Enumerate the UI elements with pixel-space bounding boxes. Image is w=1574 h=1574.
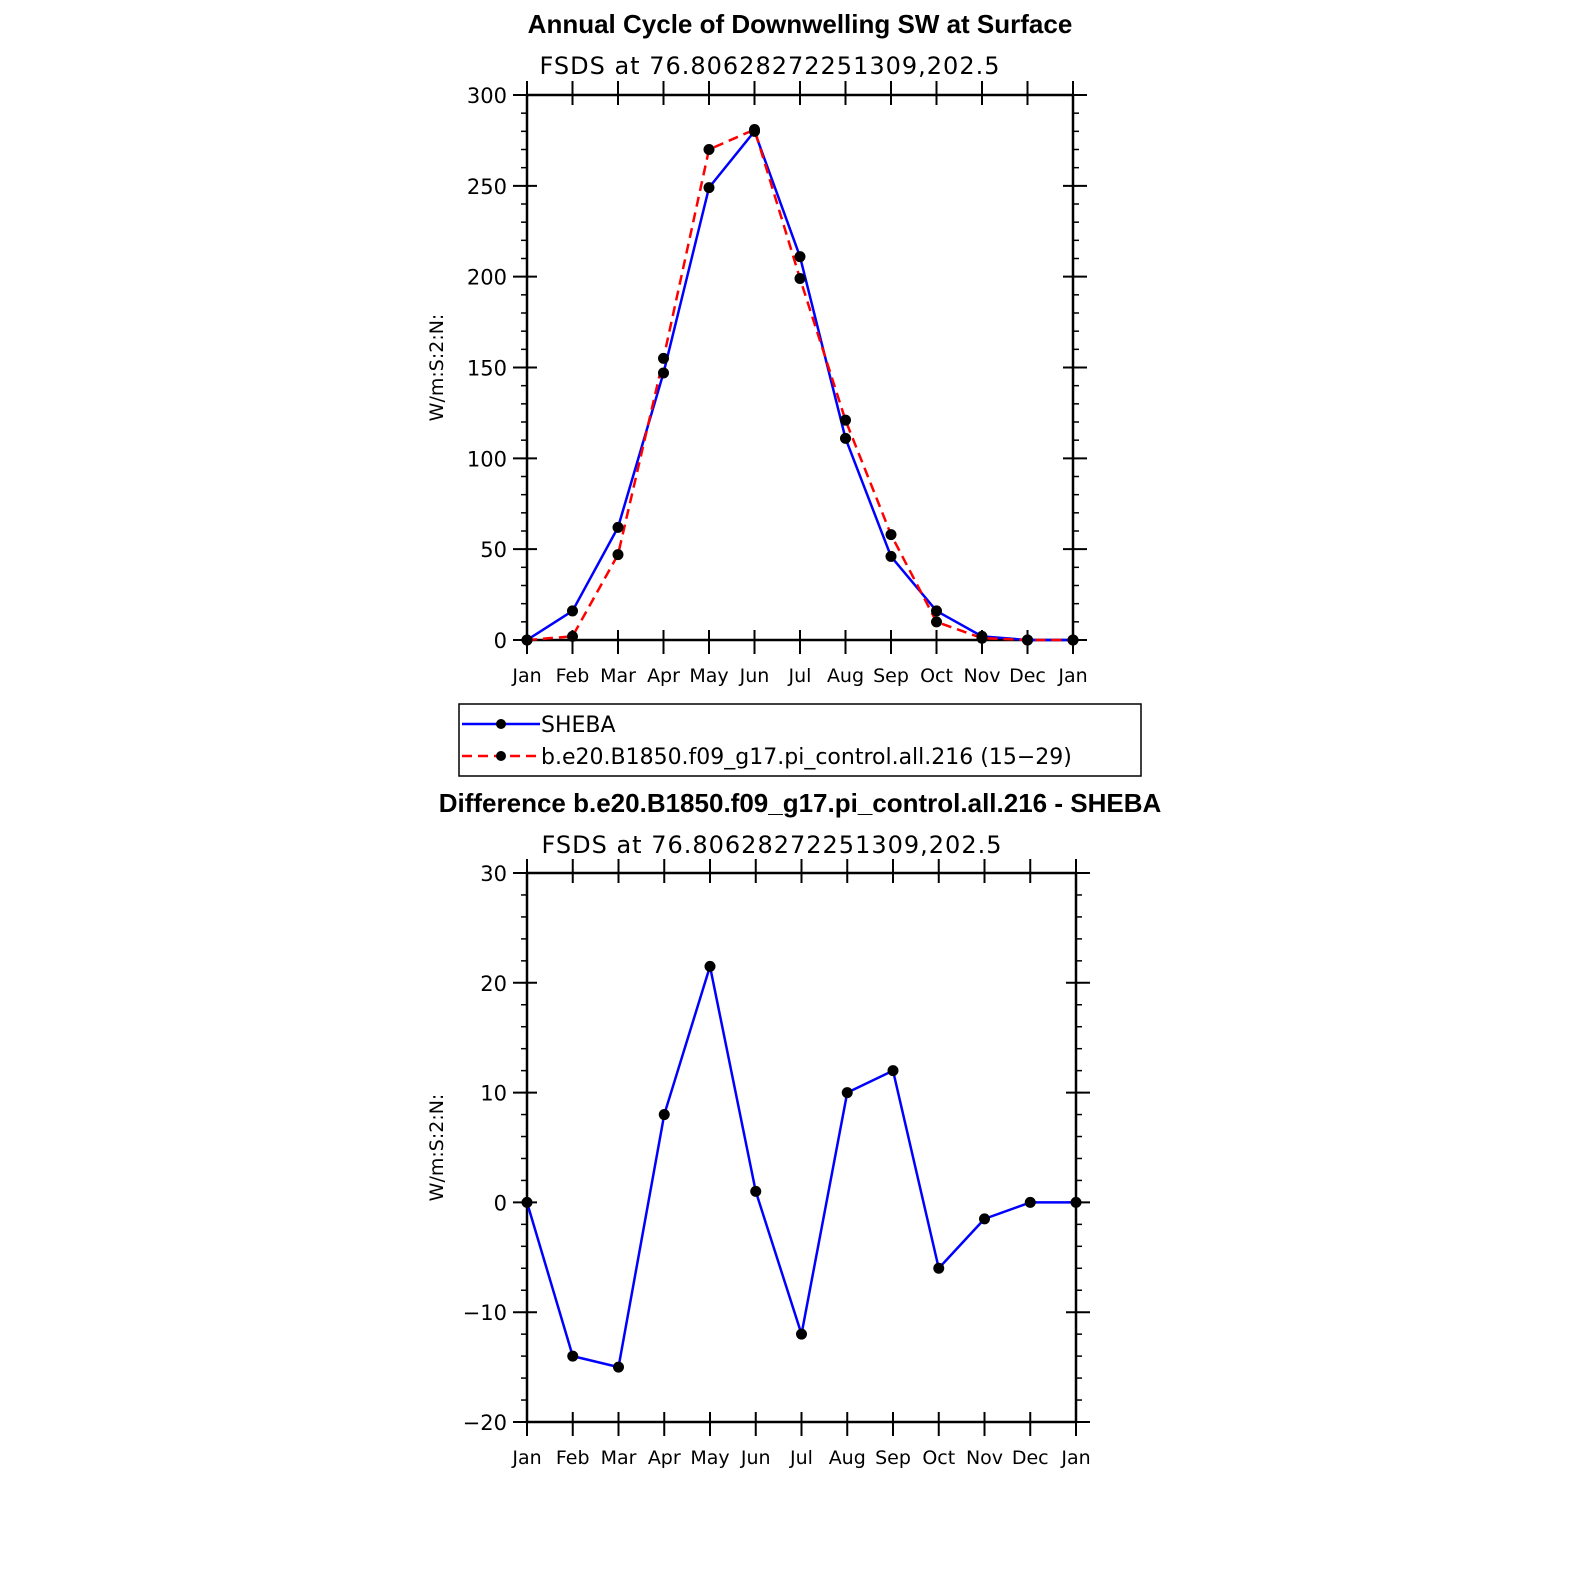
chart1-x-tick-label: Nov: [966, 1447, 1003, 1469]
chart1-x-tick-label: Sep: [875, 1447, 911, 1469]
legend-model-label: b.e20.B1850.f09_g17.pi_control.all.216 (…: [541, 745, 1072, 770]
chart1-series-0-point: [567, 1350, 579, 1362]
chart1-series-0-point: [841, 1087, 853, 1099]
chart1-x-tick-label: Aug: [829, 1447, 866, 1469]
chart1-y-tick-label: −20: [463, 1411, 507, 1435]
chart0-x-tick-label: Aug: [827, 665, 864, 687]
legend-sheba-marker: [496, 719, 506, 729]
chart0-y-tick-label: 100: [467, 447, 507, 471]
legend-sheba-label: SHEBA: [541, 713, 616, 738]
legend-frame: [458, 703, 1142, 777]
chart1-x-tick-label: Apr: [648, 1447, 681, 1469]
chart0-plot-frame: [525, 93, 1075, 642]
chart0-series-0-point: [885, 550, 897, 562]
chart0-series-1-point: [658, 352, 669, 364]
chart1-x-tick-label: Oct: [922, 1447, 955, 1469]
legend: SHEBA b.e20.B1850.f09_g17.pi_control.all…: [458, 703, 1142, 777]
chart1-x-tick-label: Jun: [740, 1447, 771, 1469]
chart0-x-tick-label: Jan: [511, 665, 541, 687]
chart0-series-1-point: [976, 632, 988, 644]
chart0-x-tick-label: May: [689, 665, 728, 687]
bottom-chart-plot: −20 −10 0 10 20 30 Jan Feb Mar Apr May Jun Jul Aug Sep…: [426, 859, 1091, 1469]
chart1-x-tick-label: Jan: [511, 1447, 541, 1469]
chart1-x-tick-label: May: [690, 1447, 729, 1469]
chart1-series-0-point: [750, 1185, 762, 1197]
top-chart-plot: 0 50 100 150 200 250 300 Jan Feb Mar Apr May Jun Jul A…: [426, 81, 1088, 687]
bottom-chart-subtitle: FSDS at 76.80628272251309,202.5: [542, 831, 1003, 859]
chart0-series-1-line: [526, 128, 1073, 642]
chart0-series-1-point: [1067, 634, 1079, 646]
chart1-series-0-point: [933, 1262, 945, 1274]
chart0-series-0-point: [794, 251, 806, 263]
chart0-series-1-point: [794, 272, 806, 284]
chart0-series-1-point: [703, 144, 715, 155]
chart0-y-tick-label: 150: [467, 357, 507, 381]
chart1-x-tick-label: Feb: [556, 1447, 590, 1469]
chart0-y-tick-label: 0: [494, 629, 507, 653]
chart0-x-tick-label: Apr: [647, 665, 680, 687]
top-chart-title: Annual Cycle of Downwelling SW at Surfac…: [528, 9, 1073, 39]
chart0-x-tick-label: Nov: [963, 665, 1000, 687]
chart0-x-tick-label: Mar: [600, 665, 636, 687]
chart1-series-0-point: [1070, 1196, 1082, 1208]
chart1-series-0-point: [521, 1196, 533, 1208]
chart1-series-0-line: [525, 965, 1076, 1369]
chart0-x-tick-label: Dec: [1009, 665, 1046, 687]
top-chart-subtitle: FSDS at 76.80628272251309,202.5: [540, 52, 1001, 80]
legend-model-marker: [496, 751, 506, 761]
chart0-series-1-point: [840, 414, 851, 426]
chart0-series-1-point: [612, 549, 624, 561]
chart0-series-0-line: [526, 130, 1073, 642]
chart0-series-0-point: [567, 605, 578, 617]
chart0-x-tick-label: Jan: [1057, 665, 1087, 687]
chart1-series-0-point: [1024, 1196, 1036, 1208]
chart0-series-1-point: [931, 616, 942, 628]
chart0-series-0-point: [931, 605, 942, 617]
chart0-series-1-point: [567, 630, 578, 642]
chart0-series-1-point: [749, 124, 760, 136]
chart1-x-tick-label: Jul: [789, 1447, 813, 1469]
chart0-series-0-point: [840, 432, 851, 444]
chart0-series-1-point: [521, 634, 533, 646]
chart1-series-0-point: [704, 960, 716, 972]
chart1-y-tick-label: −10: [463, 1301, 507, 1325]
chart1-y-tick-label: 0: [494, 1191, 507, 1215]
chart1-y-tick-label: 30: [480, 862, 507, 886]
bottom-chart-title: Difference b.e20.B1850.f09_g17.pi_contro…: [439, 788, 1162, 818]
chart1-series-0-point: [613, 1361, 624, 1373]
chart1-x-tick-label: Mar: [601, 1447, 637, 1469]
chart1-y-axis-title: W/m:S:2:N:: [426, 1094, 448, 1202]
chart0-y-tick-label: 250: [467, 175, 507, 199]
chart0-y-axis-title: W/m:S:2:N:: [426, 314, 448, 422]
chart1-y-tick-label: 10: [480, 1082, 507, 1106]
chart1-series-0-point: [887, 1065, 899, 1077]
chart0-series-0-point: [658, 367, 669, 379]
chart0-x-tick-label: Oct: [920, 665, 953, 687]
chart0-series-1-point: [885, 529, 897, 541]
chart1-x-tick-label: Jan: [1060, 1447, 1090, 1469]
chart0-x-tick-label: Jun: [739, 665, 770, 687]
chart0-x-tick-label: Jul: [788, 665, 812, 687]
chart1-series-0-point: [979, 1213, 990, 1225]
chart1-series-0-point: [796, 1328, 807, 1340]
chart0-x-tick-label: Sep: [873, 665, 909, 687]
chart0-series-1-point: [1022, 634, 1033, 646]
chart0-series-0-point: [703, 182, 715, 194]
chart0-y-tick-label: 50: [480, 538, 507, 562]
chart1-series-0-point: [658, 1109, 670, 1121]
chart1-y-tick-label: 20: [480, 972, 507, 996]
chart0-y-tick-label: 200: [467, 266, 507, 290]
chart1-x-tick-label: Dec: [1012, 1447, 1049, 1469]
chart0-series-0-point: [612, 521, 624, 533]
chart0-y-tick-label: 300: [467, 84, 507, 108]
chart0-x-tick-label: Feb: [556, 665, 590, 687]
